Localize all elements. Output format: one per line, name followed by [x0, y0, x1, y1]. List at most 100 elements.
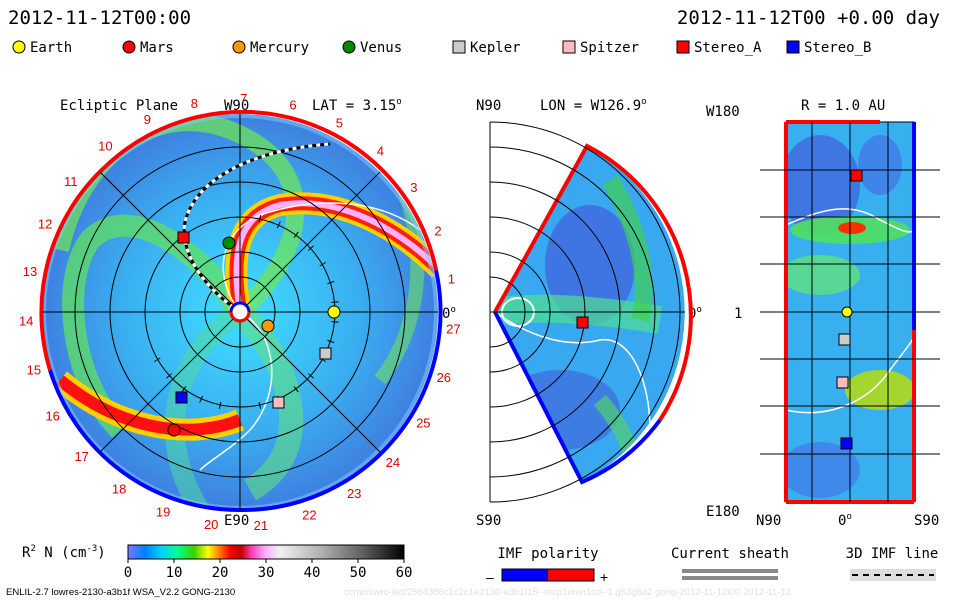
sphere-x-left: N90	[756, 513, 781, 529]
carrington-label-6: 6	[289, 98, 296, 113]
carrington-label-26: 26	[437, 370, 451, 385]
carrington-label-20: 20	[204, 517, 218, 532]
ecliptic-right-label: 0o	[442, 305, 456, 322]
colorbar-tick-60: 60	[396, 565, 413, 581]
carrington-label-13: 13	[23, 264, 37, 279]
ecliptic-stereo-b-marker	[175, 391, 188, 404]
ecliptic-bodies	[167, 231, 341, 437]
sphere-r-label: R = 1.0 AU	[801, 98, 885, 114]
sphere-stereo-b-marker	[840, 437, 853, 450]
ecliptic-mercury-marker	[261, 319, 275, 333]
carrington-label-9: 9	[144, 112, 151, 127]
legend-mars-label: Mars	[140, 40, 174, 56]
carrington-label-25: 25	[416, 416, 430, 431]
sphere-kepler-marker	[838, 333, 851, 346]
colorbar-tick-0: 0	[124, 565, 132, 581]
ecliptic-bottom-label: E90	[224, 513, 249, 529]
legend-venus-label: Venus	[360, 40, 402, 56]
carrington-label-27: 27	[446, 322, 460, 337]
sphere-stereo-a-marker	[850, 169, 863, 182]
colorbar-tick-30: 30	[258, 565, 275, 581]
sphere-grid	[760, 122, 940, 502]
imf-plus: +	[600, 569, 608, 585]
carrington-label-19: 19	[156, 505, 170, 520]
carrington-label-11: 11	[64, 174, 78, 189]
ecliptic-earth-marker	[327, 305, 341, 319]
header-datetime: 2012-11-12T00:00	[8, 7, 191, 29]
ecliptic-kepler-marker	[319, 347, 332, 360]
sphere-x-mid: 0o	[838, 512, 852, 529]
meridional-stereo-a-marker	[576, 316, 589, 329]
current-sheath-title: Current sheath	[671, 546, 789, 562]
carrington-label-14: 14	[19, 314, 33, 329]
earth-orbit-ticks	[154, 213, 339, 411]
carrington-label-23: 23	[347, 486, 361, 501]
legend-spitzer-label: Spitzer	[580, 40, 639, 56]
ecliptic-lat-label: LAT = 3.15o	[312, 97, 402, 114]
colorbar-tick-50: 50	[350, 565, 367, 581]
legend-stereo-a-label: Stereo_A	[694, 40, 762, 56]
footer-model: ENLIL-2.7 lowres-2130-a3b1f WSA_V2.2 GON…	[6, 587, 235, 598]
legend-kepler-label: Kepler	[470, 40, 521, 56]
meridional-density-map	[495, 146, 685, 482]
meridional-grid	[489, 121, 685, 503]
sphere-mid-left: 1	[734, 306, 742, 322]
carrington-label-12: 12	[38, 217, 52, 232]
legend-mercury-symbol	[232, 40, 246, 54]
sphere-top-left: W180	[706, 104, 740, 120]
carrington-label-18: 18	[112, 482, 126, 497]
carrington-label-10: 10	[98, 139, 112, 154]
carrington-label-17: 17	[74, 449, 88, 464]
ecliptic-venus-marker	[222, 236, 236, 250]
carrington-label-5: 5	[336, 116, 343, 131]
colorbar-label: R2 N (cm-3)	[22, 544, 106, 561]
legend-earth-label: Earth	[30, 40, 72, 56]
ecliptic-stereo-a-marker	[177, 231, 190, 244]
imf-line-title: 3D IMF line	[846, 546, 939, 562]
imf-line-swatch	[850, 569, 936, 581]
footer-watermark: ccmc/swrc-old/2564386c1c2c1e2130-a3b1f15…	[344, 587, 791, 598]
legend-stereo-b-symbol	[786, 40, 800, 54]
meridional-lon-label: LON = W126.9o	[540, 97, 647, 114]
ecliptic-spitzer-marker	[272, 396, 285, 409]
imf-polarity-title: IMF polarity	[497, 546, 598, 562]
legend-spitzer-symbol	[562, 40, 576, 54]
colorbar-ticks: 0 10 20 30 40 50 60	[124, 559, 413, 581]
colorbar-tick-20: 20	[212, 565, 229, 581]
carrington-label-4: 4	[377, 144, 384, 159]
carrington-label-24: 24	[386, 455, 400, 470]
carrington-label-15: 15	[27, 363, 41, 378]
carrington-label-3: 3	[410, 180, 417, 195]
sphere-earth-marker	[841, 306, 853, 318]
sphere-bodies	[836, 169, 863, 450]
legend-kepler-symbol	[452, 40, 466, 54]
carrington-label-2: 2	[434, 224, 441, 239]
current-sheath-swatch	[682, 569, 778, 573]
carrington-label-16: 16	[45, 409, 59, 424]
imf-minus: –	[486, 569, 494, 585]
legend-mars-symbol	[122, 40, 136, 54]
imf-positive-swatch	[548, 569, 594, 581]
legend-earth-symbol	[12, 40, 26, 54]
carrington-label-8: 8	[191, 96, 198, 111]
ecliptic-mars-marker	[167, 423, 181, 437]
header-elapsed: 2012-11-12T00 +0.00 day	[677, 7, 940, 29]
colorbar	[127, 544, 405, 560]
sphere-x-right: S90	[914, 513, 939, 529]
imf-negative-swatch	[502, 569, 548, 581]
legend-stereo-b-label: Stereo_B	[804, 40, 871, 56]
carrington-label-22: 22	[302, 507, 316, 522]
meridional-bottom-label: S90	[476, 513, 501, 529]
body-legend: Earth Mars Mercury Venus Kepler Spitzer Stereo…	[12, 40, 871, 56]
carrington-label-7: 7	[240, 91, 247, 106]
carrington-label-21: 21	[254, 518, 268, 533]
colorbar-tick-10: 10	[166, 565, 183, 581]
colorbar-tick-40: 40	[304, 565, 321, 581]
meridional-top-label: N90	[476, 98, 501, 114]
legend-stereo-a-symbol	[676, 40, 690, 54]
sphere-spitzer-marker	[836, 376, 849, 389]
carrington-label-1: 1	[448, 272, 455, 287]
sphere-bottom-left: E180	[706, 504, 740, 520]
